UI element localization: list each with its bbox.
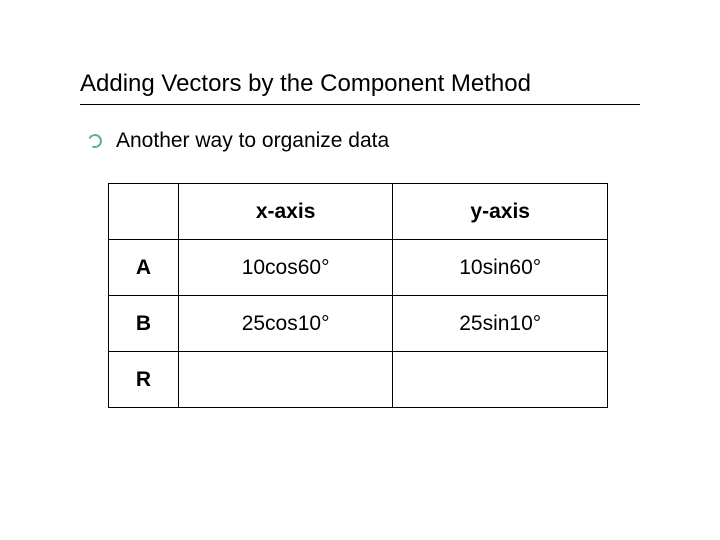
cell-y: 10sin60° (393, 240, 608, 296)
header-x-axis: x-axis (178, 184, 393, 240)
row-label: A (109, 240, 179, 296)
component-table: x-axis y-axis A 10cos60° 10sin60° B 25co… (108, 183, 608, 408)
slide-content: Adding Vectors by the Component Method A… (0, 0, 720, 408)
table-row: B 25cos10° 25sin10° (109, 296, 608, 352)
table-header-row: x-axis y-axis (109, 184, 608, 240)
cell-x (178, 352, 393, 408)
header-empty (109, 184, 179, 240)
table-row: A 10cos60° 10sin60° (109, 240, 608, 296)
cell-y (393, 352, 608, 408)
cell-x: 25cos10° (178, 296, 393, 352)
bullet-text: Another way to organize data (116, 129, 389, 153)
bullet-item: Another way to organize data (88, 129, 640, 153)
row-label: R (109, 352, 179, 408)
component-table-wrap: x-axis y-axis A 10cos60° 10sin60° B 25co… (108, 183, 640, 408)
slide-title: Adding Vectors by the Component Method (80, 70, 640, 105)
header-y-axis: y-axis (393, 184, 608, 240)
cell-x: 10cos60° (178, 240, 393, 296)
cell-y: 25sin10° (393, 296, 608, 352)
row-label: B (109, 296, 179, 352)
table-row: R (109, 352, 608, 408)
ring-bullet-icon (86, 132, 104, 150)
